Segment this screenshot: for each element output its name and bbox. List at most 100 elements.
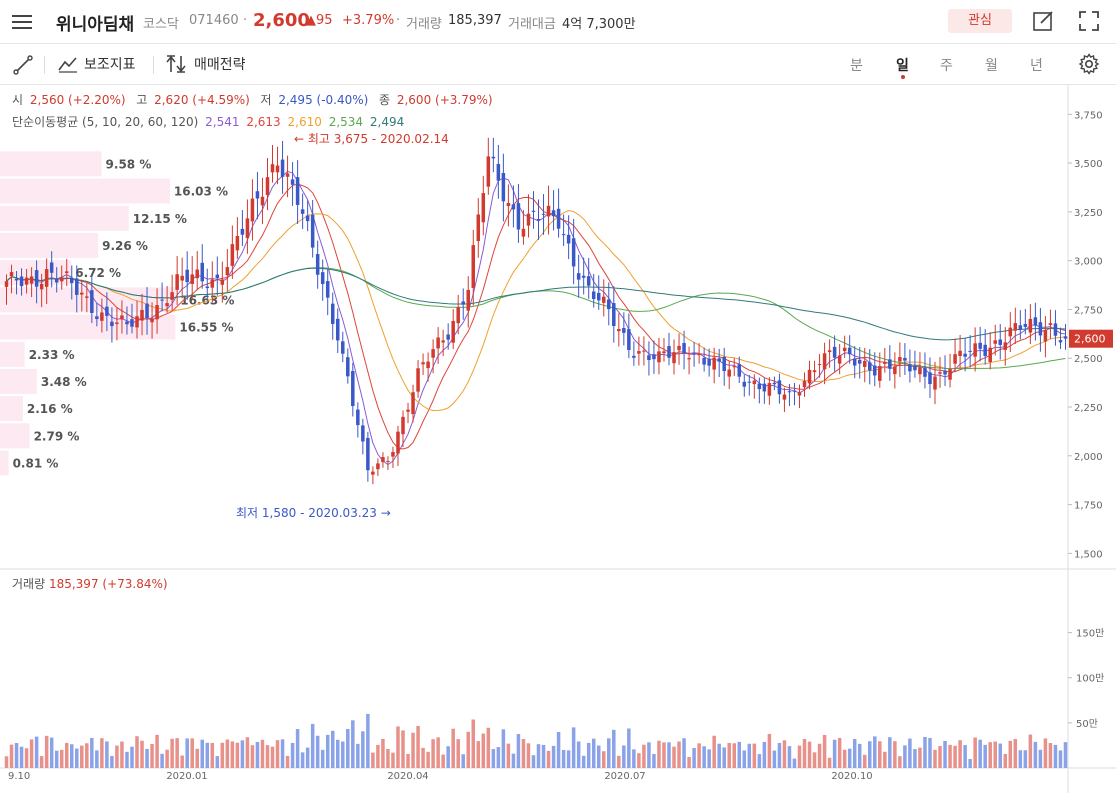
volume-bar: [757, 754, 762, 768]
strategy-button[interactable]: 매매전략: [166, 53, 246, 75]
volume-bar: [1038, 749, 1043, 768]
candle-body: [742, 381, 747, 387]
volume-tick-label: 50만: [1076, 718, 1098, 730]
settings-gear-icon[interactable]: [1078, 53, 1100, 75]
candle-body: [1063, 336, 1068, 339]
indicator-button[interactable]: 보조지표: [58, 53, 136, 75]
strategy-label: 매매전략: [194, 57, 246, 73]
candle-body: [255, 191, 260, 199]
top-bar: 위니아딤채 코스닥 071460 · 2,600 ▲95 +3.79% · 거래…: [0, 0, 1116, 44]
volume-bar: [310, 723, 315, 768]
volume-profile-label: 9.58 %: [106, 157, 152, 171]
volume-bar: [255, 741, 260, 768]
separator-dot: ·: [396, 13, 401, 28]
current-price-tag-label: 2,600: [1074, 333, 1106, 346]
volume-bar: [652, 753, 656, 768]
volume-bar: [330, 730, 335, 768]
volume-profile-label: 16.03 %: [174, 185, 228, 199]
volume-bar: [612, 729, 616, 768]
candle-body: [963, 353, 967, 357]
candle-body: [75, 278, 79, 295]
volume-bar: [75, 748, 79, 768]
volume-bar: [747, 743, 752, 768]
volume-bar: [120, 741, 124, 768]
volume-bar: [702, 746, 706, 768]
volume-bar: [290, 742, 295, 768]
volume-bar: [677, 741, 681, 768]
volume-bar: [90, 737, 94, 768]
candle-body: [782, 394, 787, 400]
candle-body: [842, 347, 847, 352]
volume-bar: [190, 738, 194, 768]
candle-body: [100, 312, 104, 321]
volume-bar: [847, 748, 852, 768]
candle-body: [556, 208, 561, 229]
candle-body: [672, 352, 676, 364]
favorite-button[interactable]: 관심: [948, 9, 1012, 33]
candle-body: [496, 164, 501, 181]
fullscreen-icon[interactable]: [1078, 10, 1100, 32]
draw-line-icon[interactable]: [12, 54, 34, 76]
volume-bar: [561, 749, 566, 768]
volume-bar: [556, 732, 561, 768]
volume-bar: [441, 754, 445, 768]
volume-bar: [687, 757, 691, 768]
volume-bar: [812, 752, 817, 768]
volume-bar: [59, 749, 64, 768]
volume-bar: [541, 744, 546, 768]
volume-bar: [496, 747, 501, 768]
volume-bar: [456, 739, 460, 768]
period-year[interactable]: 년: [1030, 58, 1043, 74]
candle-body: [777, 380, 782, 395]
volume-bar: [998, 743, 1003, 768]
volume-bar: [581, 755, 586, 768]
candle-body: [596, 292, 601, 301]
volume-bar: [586, 742, 591, 768]
ma60-value: 2,534: [328, 115, 364, 129]
amount-label: 거래대금: [508, 17, 556, 32]
candle-body: [456, 307, 460, 324]
volume-bar: [637, 753, 641, 768]
candle-body: [19, 276, 24, 287]
volume-profile-bar: [0, 423, 30, 449]
volume-profile-bar: [0, 368, 37, 394]
period-day[interactable]: 일: [896, 58, 909, 74]
volume-bar: [9, 744, 14, 768]
candle-body: [200, 262, 205, 282]
volume-bar: [993, 741, 997, 768]
candle-body: [642, 350, 646, 352]
edit-icon[interactable]: [1032, 10, 1054, 32]
active-period-dot: [901, 75, 905, 79]
volume-bar: [506, 743, 511, 768]
volume-bar: [888, 737, 892, 768]
volume-bar: [531, 755, 536, 768]
candle-body: [260, 196, 265, 206]
hamburger-menu-icon[interactable]: [12, 12, 32, 30]
candle-body: [250, 198, 255, 222]
volume-bar: [732, 743, 737, 768]
period-month[interactable]: 월: [985, 58, 998, 74]
volume-bar: [536, 744, 541, 768]
volume-bar: [878, 741, 882, 768]
candle-body: [933, 376, 937, 390]
volume-bar: [591, 738, 596, 768]
candle-body: [908, 364, 912, 372]
candle-body: [280, 159, 285, 177]
candle-body: [852, 358, 857, 366]
volume-bar: [1048, 743, 1053, 768]
volume-bar: [727, 742, 731, 768]
period-minute[interactable]: 분: [850, 58, 863, 74]
volume-bar: [682, 738, 686, 768]
stock-chart[interactable]: 3,750 3,500 3,250 3,000 2,750 2,500 2,250 2,000…: [0, 85, 1116, 793]
volume-bar: [64, 742, 69, 768]
candle-body: [436, 337, 440, 349]
volume-bar: [260, 739, 265, 768]
volume-bar: [335, 739, 340, 768]
volume-bar: [411, 732, 415, 768]
volume-bar: [165, 749, 169, 768]
candle-body: [235, 235, 240, 251]
candle-body: [69, 278, 74, 284]
period-week[interactable]: 주: [940, 58, 953, 74]
open-value: 2,560 (+2.20%): [29, 93, 126, 107]
candle-body: [637, 351, 641, 354]
